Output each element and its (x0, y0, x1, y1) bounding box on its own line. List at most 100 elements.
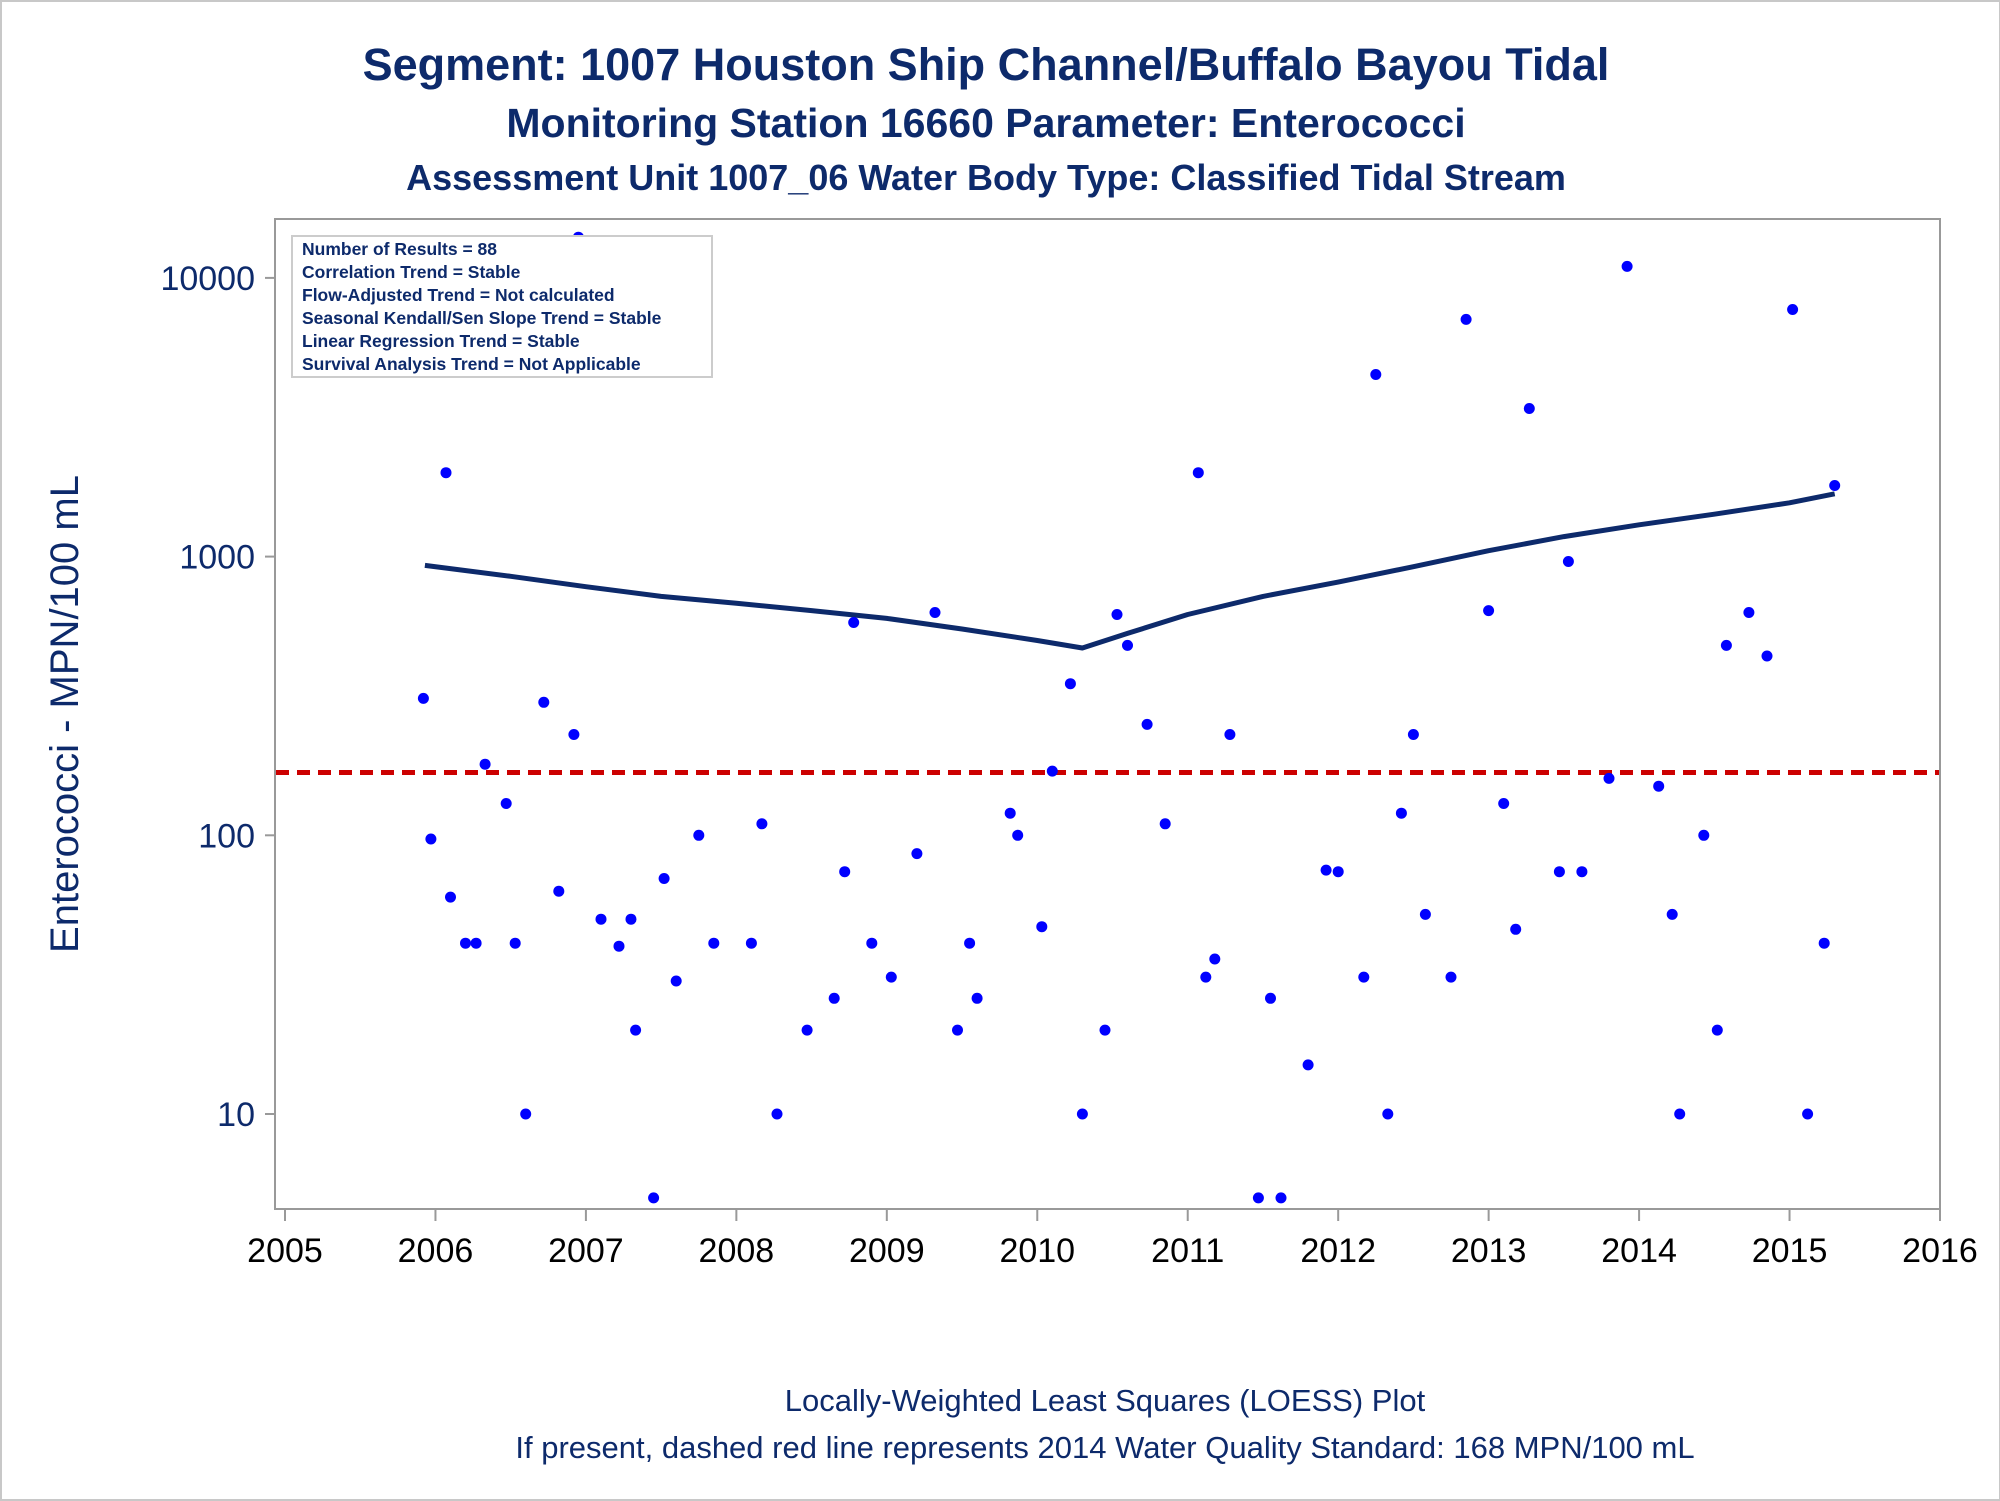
data-point (693, 829, 705, 841)
x-axis: 2005 2006 2007 2008 2009 2010 2011 2012 2013 2014… (247, 1209, 1978, 1270)
x-tick-label: 2013 (1451, 1232, 1527, 1270)
footnote-loess: Locally-Weighted Least Squares (LOESS) P… (785, 1383, 1426, 1418)
data-point (1720, 639, 1732, 651)
chart-title: Segment: 1007 Houston Ship Channel/Buffa… (363, 39, 1610, 90)
data-point (708, 937, 720, 949)
data-point (1192, 467, 1204, 479)
data-point (538, 696, 550, 708)
data-point (1818, 937, 1830, 949)
data-point (1787, 304, 1799, 315)
data-point (1224, 729, 1236, 740)
data-point (1099, 1024, 1111, 1036)
stat-linear-regression-trend: Linear Regression Trend = Stable (302, 331, 580, 351)
data-point (1698, 829, 1710, 841)
data-point (1829, 480, 1841, 491)
data-point (801, 1024, 813, 1036)
x-tick-label: 2012 (1300, 1232, 1376, 1270)
stats-box: Number of Results = 88 Correlation Trend… (291, 235, 713, 378)
data-point (1674, 1108, 1686, 1120)
x-tick-label: 2005 (247, 1232, 323, 1270)
y-axis: 10 100 1000 10000 (160, 260, 275, 1134)
data-point (1483, 605, 1495, 617)
data-point (658, 873, 670, 884)
data-point (1743, 607, 1755, 618)
data-point (440, 467, 452, 479)
data-point (1209, 953, 1221, 965)
x-tick-label: 2016 (1902, 1232, 1978, 1270)
data-point (1076, 1108, 1088, 1120)
data-point (745, 937, 757, 949)
data-point (1332, 866, 1344, 878)
x-tick-label: 2015 (1752, 1232, 1828, 1270)
loess-line (424, 491, 1836, 651)
data-point (1159, 818, 1171, 830)
footnote-standard: If present, dashed red line represents 2… (515, 1430, 1694, 1465)
data-point (952, 1024, 963, 1036)
data-point (568, 729, 580, 740)
x-tick-label: 2008 (699, 1232, 775, 1270)
data-points (417, 231, 1841, 1204)
x-tick-label: 2014 (1601, 1232, 1677, 1270)
data-point (1004, 807, 1016, 819)
data-point (756, 818, 768, 830)
x-tick-label: 2010 (999, 1232, 1075, 1270)
data-point (470, 937, 482, 949)
data-point (553, 885, 565, 897)
data-point (648, 1192, 660, 1204)
data-point (971, 992, 983, 1004)
data-point (613, 940, 625, 952)
data-point (595, 913, 607, 925)
data-point (1510, 923, 1522, 935)
data-point (1395, 807, 1407, 819)
data-point (1382, 1108, 1394, 1120)
data-point (509, 937, 521, 949)
data-point (1265, 992, 1276, 1004)
data-point (1370, 369, 1382, 380)
stat-survival-analysis-trend: Survival Analysis Trend = Not Applicable (302, 354, 641, 374)
stat-flow-adjusted-trend: Flow-Adjusted Trend = Not calculated (302, 285, 615, 305)
data-point (417, 692, 429, 704)
data-point (520, 1108, 532, 1120)
data-point (1252, 1192, 1264, 1204)
y-tick-label: 1000 (179, 539, 255, 577)
data-point (1603, 772, 1615, 784)
data-point (1064, 678, 1076, 690)
data-point (1141, 718, 1153, 730)
data-point (1653, 780, 1665, 792)
data-point (828, 992, 840, 1004)
data-point (1419, 908, 1431, 920)
loess-curve (424, 491, 1836, 651)
y-tick-label: 10 (217, 1096, 255, 1134)
stat-number-of-results: Number of Results = 88 (302, 239, 497, 259)
data-point (479, 758, 491, 770)
data-point (425, 833, 437, 845)
data-point (1036, 921, 1048, 933)
data-point (1122, 639, 1133, 651)
data-point (1553, 866, 1565, 878)
stat-correlation-trend: Correlation Trend = Stable (302, 262, 521, 282)
data-point (885, 971, 897, 983)
data-point (1111, 609, 1123, 620)
x-tick-label: 2011 (1151, 1232, 1224, 1270)
x-tick-label: 2009 (849, 1232, 925, 1270)
data-point (1460, 313, 1472, 325)
data-point (848, 617, 860, 628)
data-point (1576, 866, 1588, 878)
data-point (1761, 650, 1773, 662)
stats-box-border (291, 235, 713, 378)
data-point (1200, 971, 1212, 983)
data-point (839, 866, 851, 878)
data-point (1302, 1059, 1314, 1071)
chart-subtitle-station: Monitoring Station 16660 Parameter: Ente… (506, 100, 1465, 146)
x-tick-label: 2007 (548, 1232, 624, 1270)
data-point (1320, 864, 1332, 876)
data-point (1358, 971, 1370, 983)
data-point (500, 798, 512, 809)
data-point (1498, 798, 1510, 809)
data-point (1621, 260, 1633, 272)
x-tick-label: 2006 (398, 1232, 474, 1270)
data-point (670, 975, 682, 987)
chart-subtitle-assessment: Assessment Unit 1007_06 Water Body Type:… (406, 157, 1566, 198)
data-point (1445, 971, 1457, 983)
data-point (445, 891, 456, 903)
